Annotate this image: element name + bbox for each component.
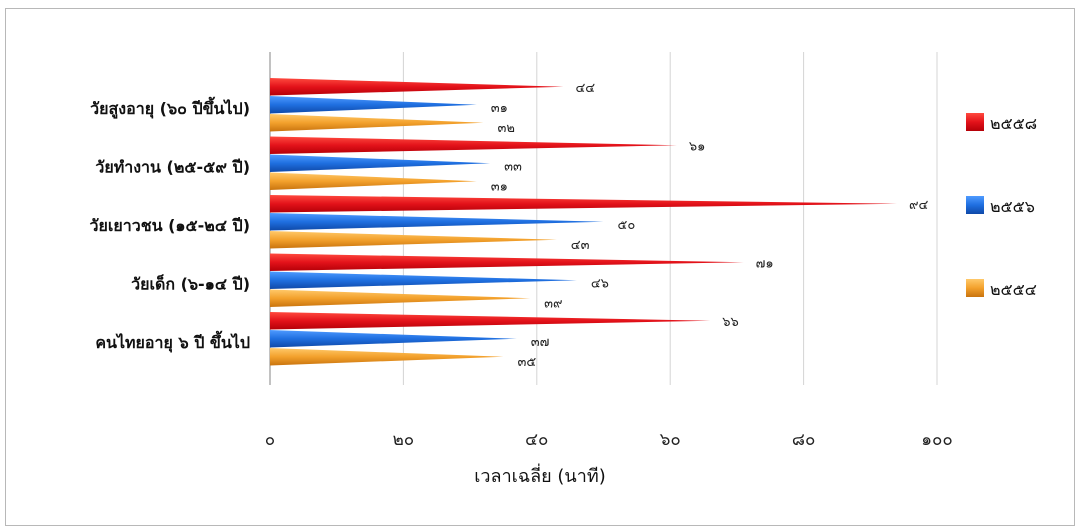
x-tick-label: ๒๐	[393, 430, 415, 450]
data-label: ๓๑	[491, 180, 508, 195]
data-label: ๙๔	[909, 198, 929, 213]
bar-๒๕๕๔-4	[270, 348, 504, 366]
bar-๒๕๕๖-1	[270, 154, 491, 172]
data-label: ๓๕	[517, 355, 536, 370]
category-label: วัยสูงอายุ (๖๐ ปีขึ้นไป)	[90, 96, 250, 120]
x-tick-label: ๔๐	[525, 430, 548, 450]
data-label: ๗๑	[756, 257, 774, 272]
bar-๒๕๕๖-0	[270, 96, 477, 114]
x-axis-title: เวลาเฉลี่ย (นาที)	[474, 463, 605, 487]
category-label: คนไทยอายุ ๖ ปี ขึ้นไป	[95, 330, 250, 353]
legend-swatch-๒๕๕๔	[966, 279, 984, 297]
bar-๒๕๕๘-3	[270, 253, 744, 271]
bar-๒๕๕๔-3	[270, 289, 531, 307]
data-label: ๓๑	[491, 101, 508, 116]
data-label: ๖๑	[689, 140, 706, 155]
legend-label-๒๕๕๔: ๒๕๕๔	[990, 280, 1037, 299]
bars	[270, 78, 897, 366]
bar-๒๕๕๔-0	[270, 114, 484, 132]
data-label: ๔๓	[571, 238, 590, 253]
bar-๒๕๕๔-2	[270, 231, 557, 249]
data-label: ๓๓	[504, 160, 522, 175]
x-tick-label: ๖๐	[660, 430, 681, 450]
data-label: ๓๗	[531, 335, 550, 350]
bar-๒๕๕๘-0	[270, 78, 564, 96]
bar-๒๕๕๔-1	[270, 172, 477, 190]
data-label: ๕๐	[618, 218, 636, 233]
bar-๒๕๕๘-2	[270, 195, 897, 213]
bar-๒๕๕๖-3	[270, 271, 577, 289]
legend-swatch-๒๕๕๘	[966, 113, 984, 131]
data-label: ๓๙	[544, 297, 562, 312]
x-tick-labels: ๐ ๒๐ ๔๐ ๖๐ ๘๐ ๑๐๐	[265, 430, 953, 450]
legend-swatch-๒๕๕๖	[966, 196, 984, 214]
data-label: ๓๒	[497, 121, 514, 136]
bar-๒๕๕๖-2	[270, 213, 604, 231]
legend-label-๒๕๕๖: ๒๕๕๖	[990, 197, 1035, 216]
data-label: ๔๔	[575, 81, 595, 96]
category-labels: วัยสูงอายุ (๖๐ ปีขึ้นไป) วัยทำงาน (๒๕-๕๙ …	[90, 96, 250, 353]
chart-frame	[5, 8, 1075, 526]
data-label: ๖๖	[722, 315, 739, 330]
bar-๒๕๕๘-1	[270, 136, 677, 154]
bar-๒๕๕๘-4	[270, 312, 711, 330]
bar-๒๕๕๖-4	[270, 330, 517, 348]
category-label: วัยเด็ก (๖-๑๔ ปี)	[131, 273, 250, 294]
x-tick-label: ๐	[265, 430, 275, 450]
data-label: ๔๖	[591, 277, 609, 292]
category-label: วัยเยาวชน (๑๕-๒๔ ปี)	[90, 216, 250, 235]
x-tick-label: ๑๐๐	[921, 430, 953, 450]
category-label: วัยทำงาน (๒๕-๕๙ ปี)	[95, 158, 250, 177]
x-tick-label: ๘๐	[792, 430, 816, 450]
legend-label-๒๕๕๘: ๒๕๕๘	[990, 114, 1037, 133]
